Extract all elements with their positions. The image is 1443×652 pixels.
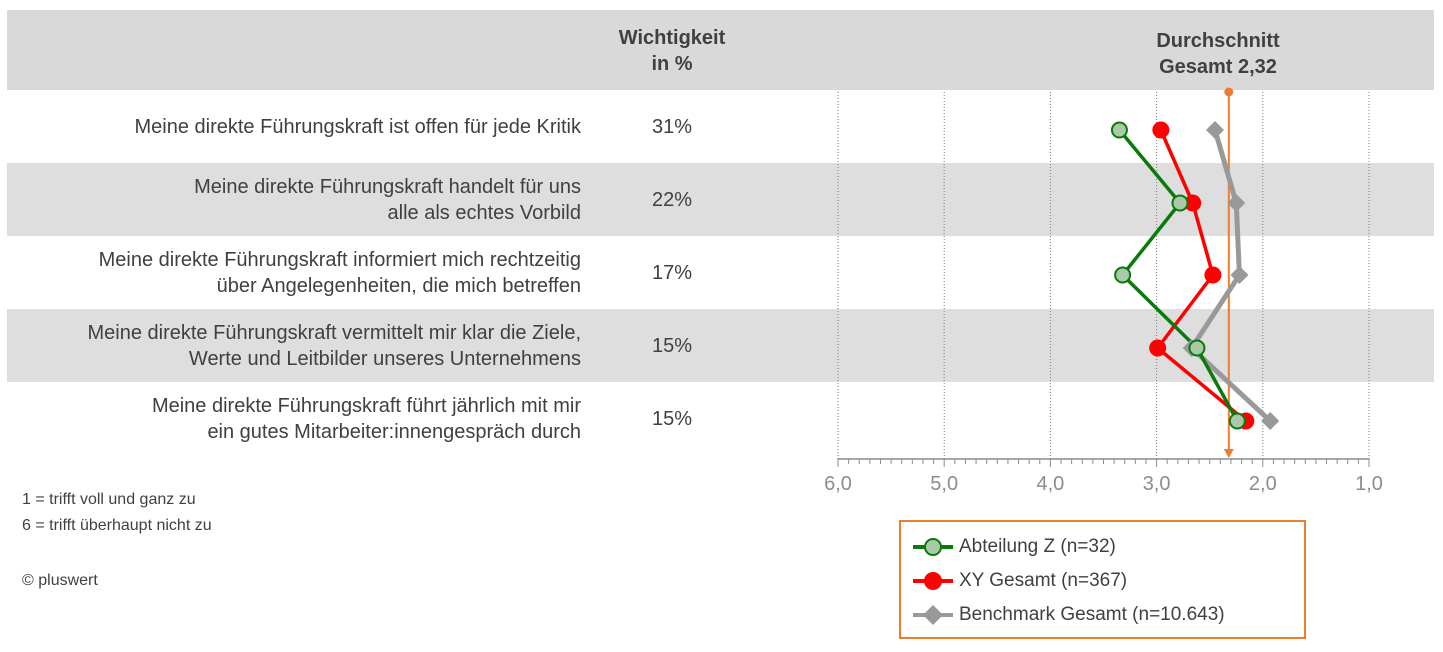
row-importance-4: 15% bbox=[651, 335, 693, 357]
legend-marker-xy bbox=[913, 572, 953, 590]
legend-item-abteilung: Abteilung Z (n=32) bbox=[913, 532, 1116, 562]
series-0-point-3 bbox=[1188, 339, 1206, 357]
x-tick-label-1: 5,0 bbox=[930, 473, 958, 495]
series-2-point-4 bbox=[1261, 412, 1280, 430]
chart-legend: Abteilung Z (n=32) XY Gesamt (n=367) Ben… bbox=[899, 520, 1306, 639]
average-line-dot bbox=[1224, 87, 1234, 97]
series-1-point-1 bbox=[1184, 194, 1202, 212]
header-band bbox=[7, 10, 1434, 90]
row-label-2: Meine direkte Führungskraft handelt für … bbox=[194, 176, 581, 224]
legend-item-benchmark: Benchmark Gesamt (n=10.643) bbox=[913, 600, 1225, 630]
average-header: Durchschnitt Gesamt 2,32 bbox=[1138, 28, 1298, 80]
x-tick-label-5: 1,0 bbox=[1355, 473, 1383, 495]
row-label-3: Meine direkte Führungskraft informiert m… bbox=[98, 249, 581, 297]
row-label-4: Meine direkte Führungskraft vermittelt m… bbox=[87, 322, 582, 370]
series-0-point-0 bbox=[1110, 121, 1128, 139]
row-label-5: Meine direkte Führungskraft führt jährli… bbox=[151, 395, 581, 443]
legend-label-abteilung: Abteilung Z (n=32) bbox=[959, 536, 1116, 557]
legend-item-xy: XY Gesamt (n=367) bbox=[913, 566, 1127, 596]
scale-note-1: 1 = trifft voll und ganz zu bbox=[22, 491, 196, 508]
row-label-1: Meine direkte Führungskraft ist offen fü… bbox=[134, 116, 581, 138]
row-importance-3: 17% bbox=[651, 262, 693, 284]
legend-label-xy: XY Gesamt (n=367) bbox=[959, 570, 1128, 591]
series-1-point-2 bbox=[1204, 266, 1222, 284]
x-tick-label-0: 6,0 bbox=[824, 473, 852, 495]
average-line-arrow bbox=[1223, 449, 1234, 458]
legend-label-benchmark: Benchmark Gesamt (n=10.643) bbox=[959, 604, 1225, 625]
series-0-point-2 bbox=[1114, 266, 1132, 284]
copyright-note: © pluswert bbox=[22, 572, 98, 589]
x-tick-label-4: 2,0 bbox=[1249, 473, 1277, 495]
row-importance-2: 22% bbox=[651, 189, 693, 211]
row-importance-1: 31% bbox=[651, 116, 693, 138]
series-1-point-0 bbox=[1152, 121, 1170, 139]
series-2-point-0 bbox=[1206, 121, 1225, 139]
importance-header: Wichtigkeit in % bbox=[602, 25, 742, 77]
x-tick-label-3: 3,0 bbox=[1143, 473, 1171, 495]
importance-header-line1: Wichtigkeit bbox=[618, 27, 726, 49]
series-0-point-1 bbox=[1171, 194, 1189, 212]
legend-marker-abteilung bbox=[913, 538, 953, 556]
average-header-line1: Durchschnitt bbox=[1156, 30, 1280, 52]
average-header-line2: Gesamt 2,32 bbox=[1159, 56, 1277, 78]
x-tick-label-2: 4,0 bbox=[1036, 473, 1064, 495]
row-importance-5: 15% bbox=[651, 408, 693, 430]
scale-note-6: 6 = trifft überhaupt nicht zu bbox=[22, 517, 212, 534]
series-0-point-4 bbox=[1228, 412, 1246, 430]
series-2-point-1 bbox=[1227, 194, 1246, 212]
series-2-point-2 bbox=[1230, 266, 1249, 284]
legend-marker-benchmark bbox=[913, 605, 953, 625]
series-1-point-3 bbox=[1149, 339, 1167, 357]
importance-header-line2: in % bbox=[651, 53, 693, 75]
